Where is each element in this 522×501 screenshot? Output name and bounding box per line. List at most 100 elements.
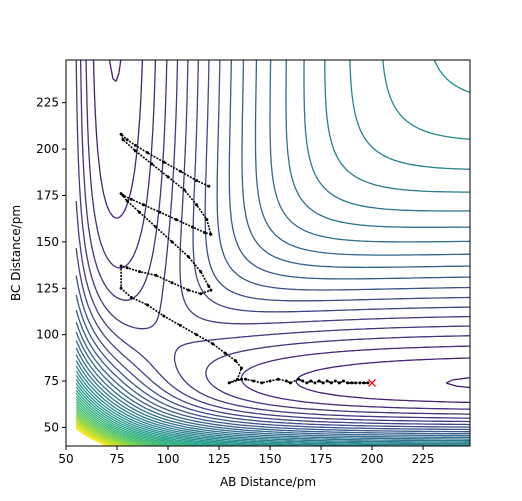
contour-line — [75, 426, 113, 446]
contour-line — [75, 60, 470, 440]
x-tick-label: 50 — [58, 452, 73, 466]
contour-line — [75, 60, 470, 419]
trajectory-point — [133, 143, 137, 147]
trajectory-point — [240, 377, 243, 381]
contour-line — [75, 60, 470, 431]
contour-line — [75, 423, 120, 446]
trajectory-point — [227, 381, 231, 385]
x-axis-label: AB Distance/pm — [220, 475, 316, 489]
contour-line — [75, 382, 283, 446]
trajectory-line — [120, 133, 368, 384]
x-tick-label: 175 — [310, 452, 333, 466]
trajectory-point — [125, 138, 129, 142]
y-axis-ticks: 50 75 100 125 150 175 200 225 — [36, 96, 66, 434]
trajectory-point — [138, 270, 141, 274]
trajectory-point — [240, 366, 243, 370]
trajectory-point — [223, 351, 227, 355]
trajectory-point — [203, 231, 207, 235]
trajectory-point — [209, 288, 213, 292]
trajectory-point — [170, 240, 174, 244]
trajectory-point — [329, 381, 333, 385]
trajectory-point — [366, 381, 370, 385]
contour-line — [75, 424, 117, 446]
trajectory-point — [346, 381, 350, 385]
contour-line — [75, 414, 140, 446]
trajectory-point — [170, 281, 174, 285]
y-tick-label: 150 — [36, 235, 59, 249]
trajectory-point — [205, 218, 209, 222]
trajectory-point — [333, 379, 337, 383]
contour-line — [75, 386, 252, 446]
trajectory-point — [186, 288, 190, 292]
trajectory-point — [166, 175, 170, 179]
trajectory-point — [233, 359, 237, 363]
trajectory-point — [358, 381, 362, 385]
contour-line — [75, 60, 470, 442]
trajectory-point — [199, 270, 203, 274]
trajectory-point — [154, 225, 158, 229]
trajectory-point — [133, 149, 137, 153]
contour-line — [75, 60, 470, 439]
trajectory-point — [199, 292, 203, 296]
trajectory-point — [276, 377, 280, 381]
y-tick-label: 175 — [36, 188, 59, 202]
contour-line — [75, 412, 145, 446]
trajectory-point — [195, 179, 199, 183]
trajectory-point — [191, 225, 194, 229]
trajectory-point — [138, 210, 141, 214]
trajectory-point — [178, 323, 182, 327]
trajectory-point — [301, 379, 305, 383]
trajectory-point — [313, 381, 317, 385]
contour-line — [75, 406, 163, 446]
contour-line — [75, 401, 178, 446]
contour-line — [75, 427, 110, 446]
trajectory-point — [121, 138, 125, 142]
trajectory-point — [119, 264, 123, 268]
contour-line — [85, 60, 470, 410]
y-tick-label: 125 — [36, 281, 59, 295]
contour-line — [75, 395, 199, 446]
trajectory-point — [252, 379, 256, 383]
trajectory-point — [125, 266, 129, 270]
trajectory-point — [337, 381, 341, 385]
trajectory-point — [129, 197, 133, 201]
trajectory-point — [244, 377, 248, 381]
trajectory-point — [350, 381, 354, 385]
trajectory-point — [297, 377, 301, 381]
trajectory-point — [119, 132, 123, 136]
trajectory-point — [195, 203, 199, 207]
contour-line — [75, 389, 229, 446]
trajectory-point — [211, 342, 215, 346]
trajectory-point — [288, 381, 292, 385]
trajectory-point — [119, 286, 123, 290]
contour-line — [92, 60, 470, 404]
trajectory-point — [154, 273, 158, 277]
y-tick-label: 75 — [44, 374, 59, 388]
contour-line — [75, 60, 470, 445]
trajectory-point — [146, 303, 150, 307]
contour-line — [75, 60, 470, 433]
x-tick-label: 125 — [208, 452, 231, 466]
contour-line — [75, 408, 156, 446]
x-tick-label: 75 — [109, 452, 124, 466]
trajectory-point — [354, 381, 358, 385]
y-tick-label: 100 — [36, 328, 59, 342]
contour-line — [80, 60, 470, 415]
contour-line — [75, 420, 127, 446]
end-marker-x — [368, 378, 377, 387]
trajectory-point — [174, 218, 178, 222]
trajectory-point — [260, 381, 264, 385]
contour-line — [75, 403, 170, 446]
trajectory-point — [162, 160, 166, 164]
contour-line — [75, 416, 135, 446]
trajectory — [119, 132, 370, 385]
trajectory-point — [309, 379, 313, 383]
trajectory-point — [207, 184, 211, 188]
trajectory-point — [342, 379, 345, 383]
trajectory-point — [305, 381, 309, 385]
trajectory-point — [125, 199, 129, 203]
contour-line — [75, 410, 150, 446]
trajectory-point — [158, 210, 162, 214]
trajectory-point — [146, 151, 150, 155]
